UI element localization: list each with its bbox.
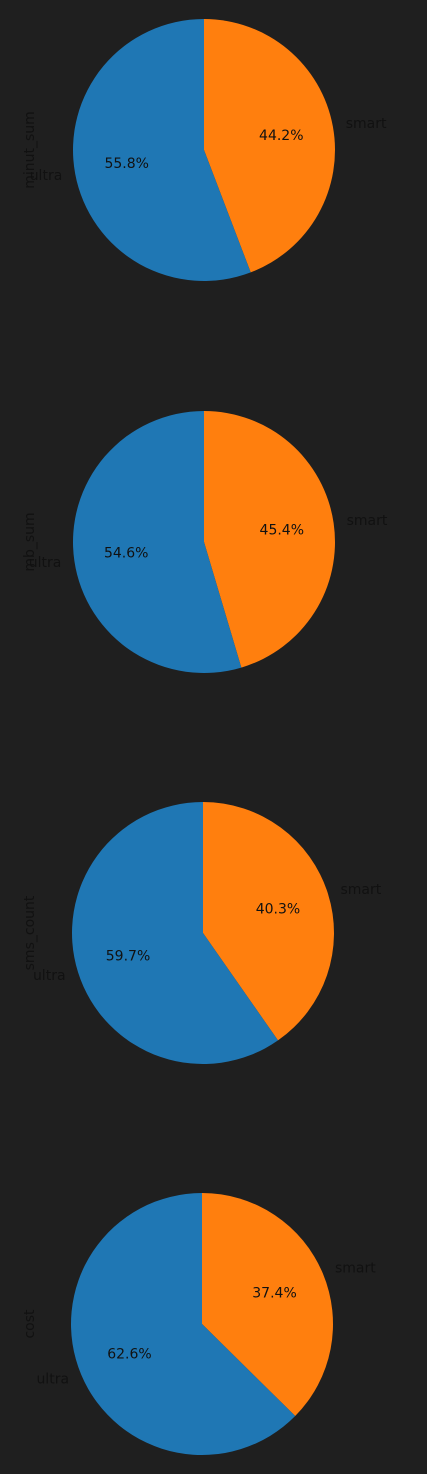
pie-2-slice-ultra (71, 802, 278, 1064)
pie-0-category-label-smart: smart (346, 116, 387, 132)
pie-3-pct-label-smart: 37.4% (252, 1286, 296, 1302)
pie-0-category-label-ultra: ultra (30, 168, 63, 184)
pie-3: 37.4% smart 62.6% ultra cost (22, 1193, 376, 1456)
pie-1-category-label-smart: smart (347, 513, 388, 529)
pie-1-pct-label-ultra: 54.6% (104, 545, 148, 561)
pie-2-category-label-ultra: ultra (33, 968, 66, 984)
pie-0-slice-ultra (73, 19, 251, 281)
pie-3-ylabel: cost (22, 1309, 38, 1339)
pie-0-pct-label-smart: 44.2% (259, 128, 303, 144)
pie-1-category-label-ultra: ultra (29, 555, 62, 571)
pie-3-pct-label-ultra: 62.6% (107, 1346, 151, 1362)
pie-1-slice-smart (204, 411, 335, 668)
pie-3-slice-ultra (70, 1193, 296, 1456)
pie-1-ylabel: mb_sum (22, 512, 38, 571)
pie-0-ylabel: minut_sum (22, 111, 38, 189)
pie-1-slice-ultra (72, 411, 242, 674)
pie-0-pct-label-ultra: 55.8% (104, 156, 148, 172)
pie-2-category-label-smart: smart (340, 882, 381, 898)
pie-3-slice-smart (202, 1193, 333, 1417)
pie-2-ylabel: sms_count (22, 895, 38, 970)
pie-2-slice-smart (203, 802, 334, 1041)
pie-2-pct-label-smart: 40.3% (256, 901, 300, 917)
pie-3-category-label-ultra: ultra (36, 1372, 69, 1388)
pie-1-pct-label-smart: 45.4% (260, 523, 304, 539)
pie-2-pct-label-ultra: 59.7% (106, 949, 150, 965)
pie-3-category-label-smart: smart (335, 1260, 376, 1276)
pie-0-slice-smart (204, 19, 336, 273)
